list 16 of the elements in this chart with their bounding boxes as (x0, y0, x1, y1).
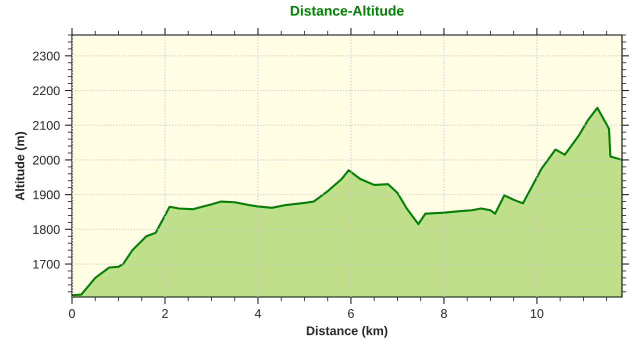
y-tick-label: 2200 (33, 86, 60, 96)
y-axis-title: Altitude (m) (15, 132, 27, 200)
x-tick-label: 0 (69, 309, 75, 318)
x-tick-label: 10 (530, 309, 544, 318)
y-tick-label: 1900 (33, 190, 60, 200)
x-tick-label: 8 (441, 309, 447, 318)
x-tick-label: 2 (162, 309, 168, 318)
x-axis-title: Distance (km) (306, 326, 388, 338)
y-tick-label: 1700 (33, 260, 60, 269)
x-tick-label: 6 (348, 309, 354, 318)
y-tick-label: 1800 (33, 225, 60, 234)
chart-title: Distance-Altitude (290, 5, 404, 16)
y-tick-label: 2100 (33, 121, 60, 130)
y-tick-label: 2000 (33, 156, 60, 165)
x-tick-label: 4 (254, 309, 262, 318)
y-tick-label: 2300 (33, 52, 60, 60)
